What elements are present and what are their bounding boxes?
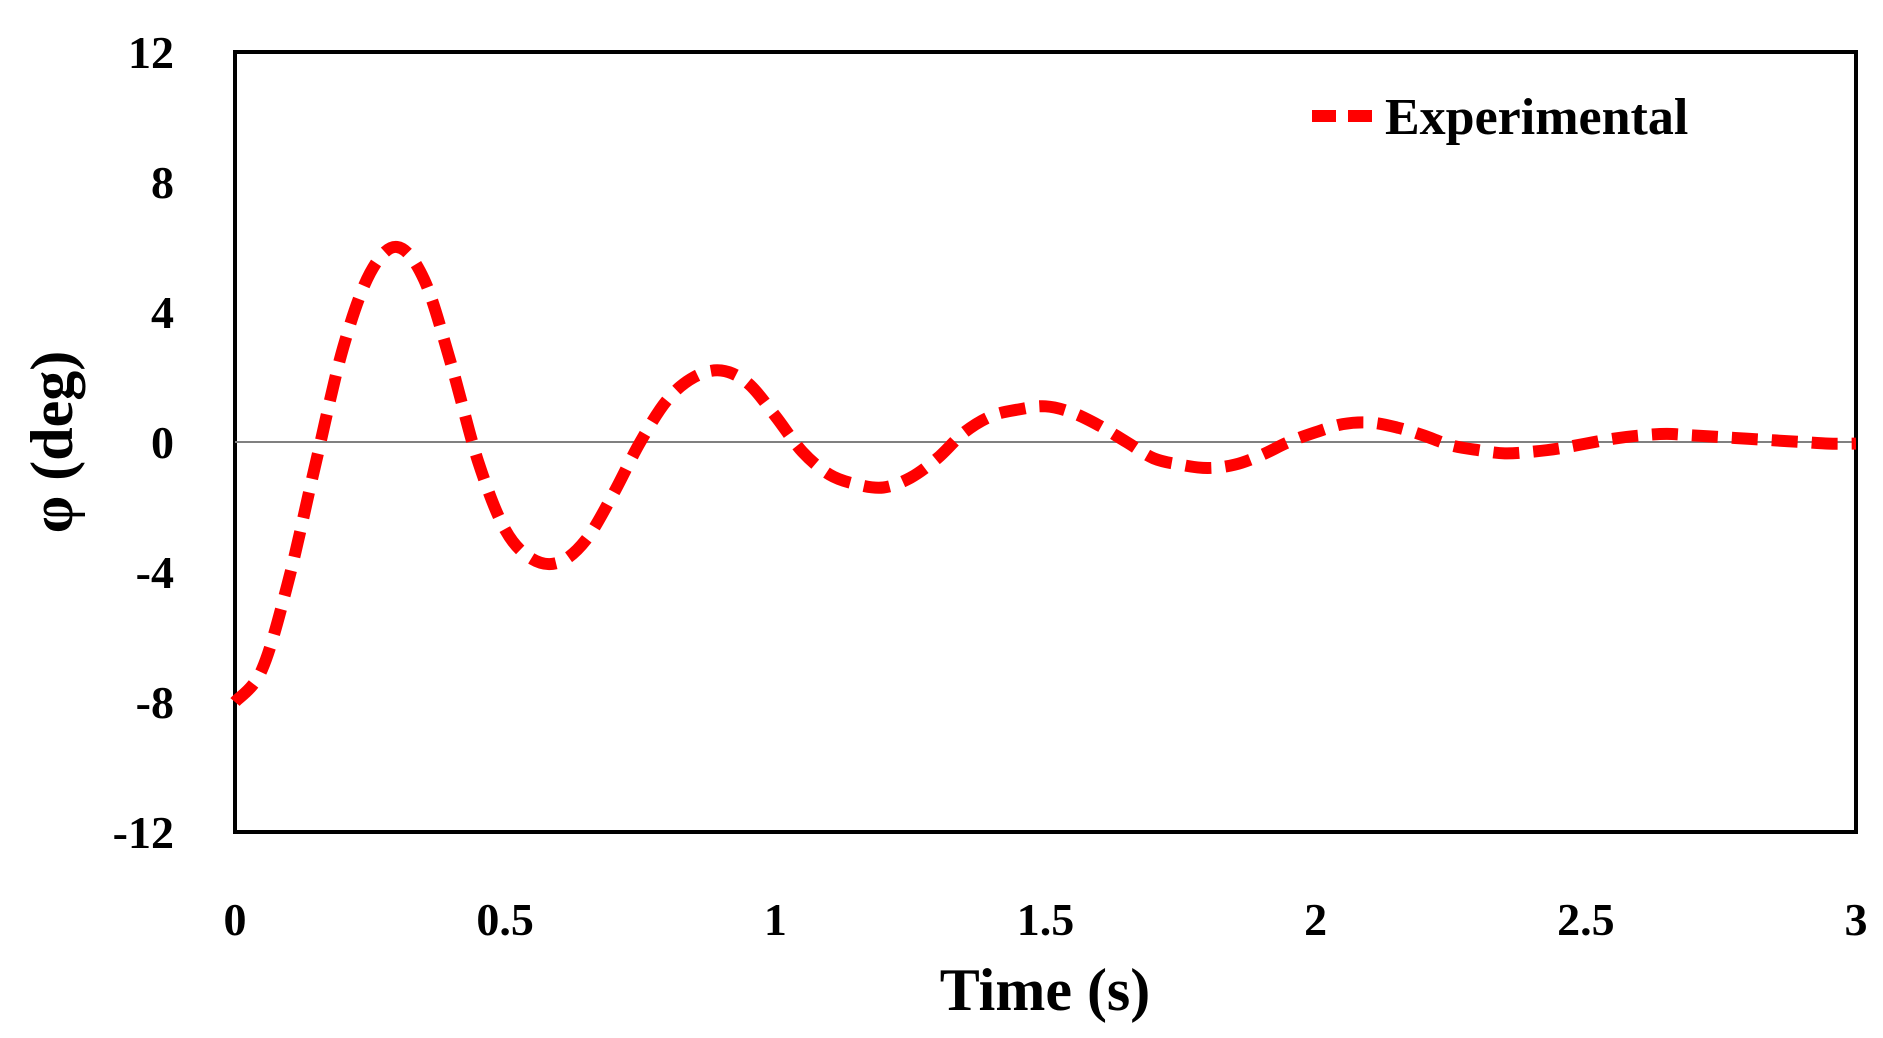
y-tick-label: 8: [151, 157, 174, 208]
x-tick-label: 2.5: [1557, 894, 1615, 945]
y-tick-label: -12: [113, 807, 174, 858]
x-tick-label: 3: [1845, 894, 1868, 945]
legend: Experimental: [1312, 89, 1688, 146]
legend-label-experimental: Experimental: [1385, 89, 1688, 146]
y-axis-title: φ (deg): [19, 351, 85, 533]
y-tick-label: -4: [136, 547, 174, 598]
y-tick-label: -8: [136, 677, 174, 728]
x-tick-label: 1.5: [1017, 894, 1075, 945]
x-tick-label: 1: [764, 894, 787, 945]
y-axis-ticks: 12 8 4 0 -4 -8 -12: [113, 27, 174, 858]
x-axis-title: Time (s): [940, 957, 1151, 1023]
y-tick-label: 12: [128, 27, 174, 78]
x-tick-label: 0: [224, 894, 247, 945]
series-layer: [230, 241, 1857, 707]
y-tick-label: 4: [151, 287, 174, 338]
x-axis-ticks: 0 0.5 1 1.5 2 2.5 3: [224, 894, 1868, 945]
y-tick-label: 0: [151, 417, 174, 468]
series-line-0: [230, 241, 1857, 707]
x-tick-label: 0.5: [476, 894, 534, 945]
x-tick-label: 2: [1304, 894, 1327, 945]
